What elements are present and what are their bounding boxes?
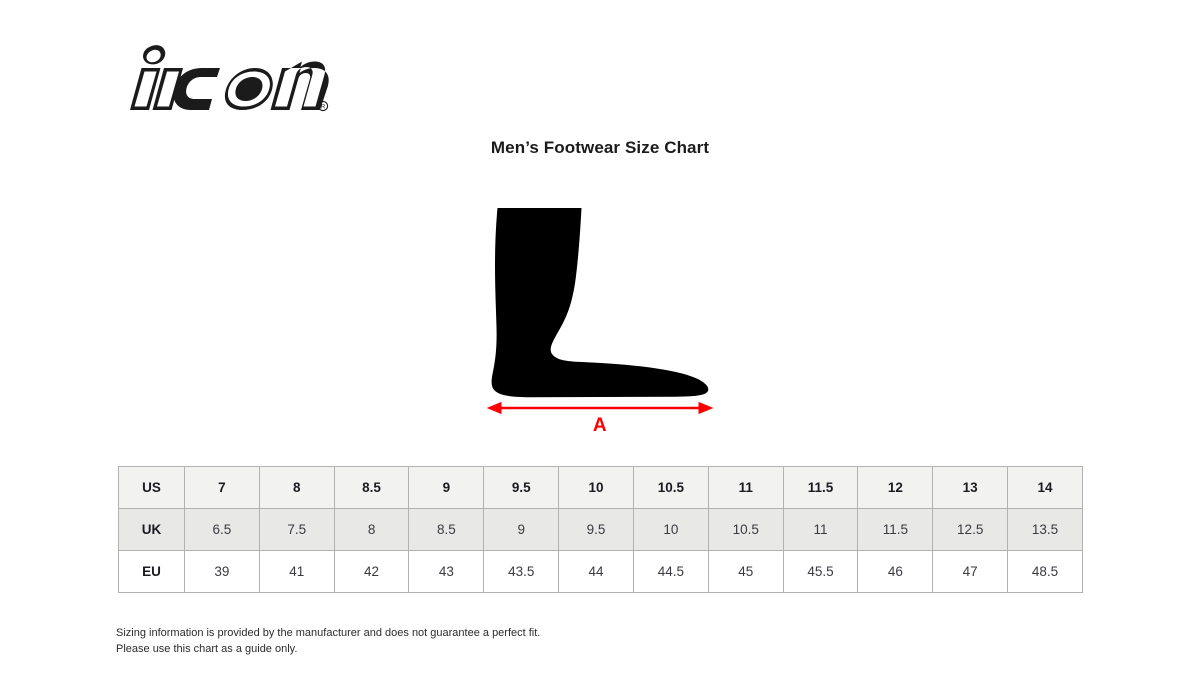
foot-side-profile-silhouette — [491, 208, 709, 398]
cell-uk-0: 6.5 — [184, 508, 260, 551]
cell-uk-7: 10.5 — [707, 508, 784, 551]
cell-uk-5: 9.5 — [558, 508, 634, 551]
cell-eu-9: 46 — [857, 550, 934, 593]
cell-eu-8: 45.5 — [782, 550, 859, 593]
icon-logo: R — [116, 44, 348, 112]
cell-uk-2: 8 — [333, 508, 410, 551]
cell-eu-5: 44 — [558, 550, 634, 593]
cell-uk-3: 8.5 — [408, 508, 485, 551]
cell-uk-11: 13.5 — [1007, 508, 1083, 551]
cell-us-5: 10 — [558, 466, 634, 509]
cell-us-10: 13 — [932, 466, 1009, 509]
cell-eu-0: 39 — [184, 550, 260, 593]
cell-us-9: 12 — [857, 466, 934, 509]
cell-eu-10: 47 — [932, 550, 1009, 593]
disclaimer-line-2: Please use this chart as a guide only. — [116, 643, 298, 655]
cell-eu-7: 45 — [707, 550, 784, 593]
cell-uk-1: 7.5 — [258, 508, 335, 551]
cell-us-3: 9 — [408, 466, 485, 509]
table-row-us: US 7 8 8.5 9 9.5 10 10.5 11 11.5 12 13 1… — [118, 466, 1083, 509]
cell-us-7: 11 — [707, 466, 784, 509]
cell-eu-2: 42 — [333, 550, 410, 593]
measurement-arrow-a — [486, 401, 714, 415]
cell-uk-8: 11 — [782, 508, 859, 551]
cell-us-11: 14 — [1007, 466, 1083, 509]
row-label-uk: UK — [118, 508, 185, 551]
size-chart-table: US 7 8 8.5 9 9.5 10 10.5 11 11.5 12 13 1… — [118, 466, 1083, 593]
disclaimer-line-1: Sizing information is provided by the ma… — [116, 627, 541, 639]
page-title: Men’s Footwear Size Chart — [490, 138, 710, 157]
cell-us-4: 9.5 — [483, 466, 560, 509]
table-row-eu: EU 39 41 42 43 43.5 44 44.5 45 45.5 46 4… — [118, 550, 1083, 593]
cell-us-6: 10.5 — [632, 466, 709, 509]
cell-eu-11: 48.5 — [1007, 550, 1083, 593]
cell-uk-10: 12.5 — [932, 508, 1009, 551]
cell-eu-1: 41 — [258, 550, 335, 593]
registered-trademark-icon: R — [317, 100, 329, 112]
cell-uk-4: 9 — [483, 508, 560, 551]
cell-eu-4: 43.5 — [483, 550, 560, 593]
svg-text:R: R — [321, 105, 326, 111]
cell-eu-6: 44.5 — [632, 550, 709, 593]
disclaimer-note: Sizing information is provided by the ma… — [116, 625, 816, 657]
foot-measurement-diagram — [470, 196, 730, 446]
table-row-uk: UK 6.5 7.5 8 8.5 9 9.5 10 10.5 11 11.5 1… — [118, 508, 1083, 551]
cell-us-1: 8 — [258, 466, 335, 509]
cell-eu-3: 43 — [408, 550, 485, 593]
cell-uk-6: 10 — [632, 508, 709, 551]
cell-us-8: 11.5 — [782, 466, 859, 509]
measurement-label-a: A — [592, 415, 608, 436]
cell-us-2: 8.5 — [333, 466, 410, 509]
row-label-us: US — [118, 466, 185, 509]
cell-us-0: 7 — [184, 466, 260, 509]
row-label-eu: EU — [118, 550, 185, 593]
cell-uk-9: 11.5 — [857, 508, 934, 551]
